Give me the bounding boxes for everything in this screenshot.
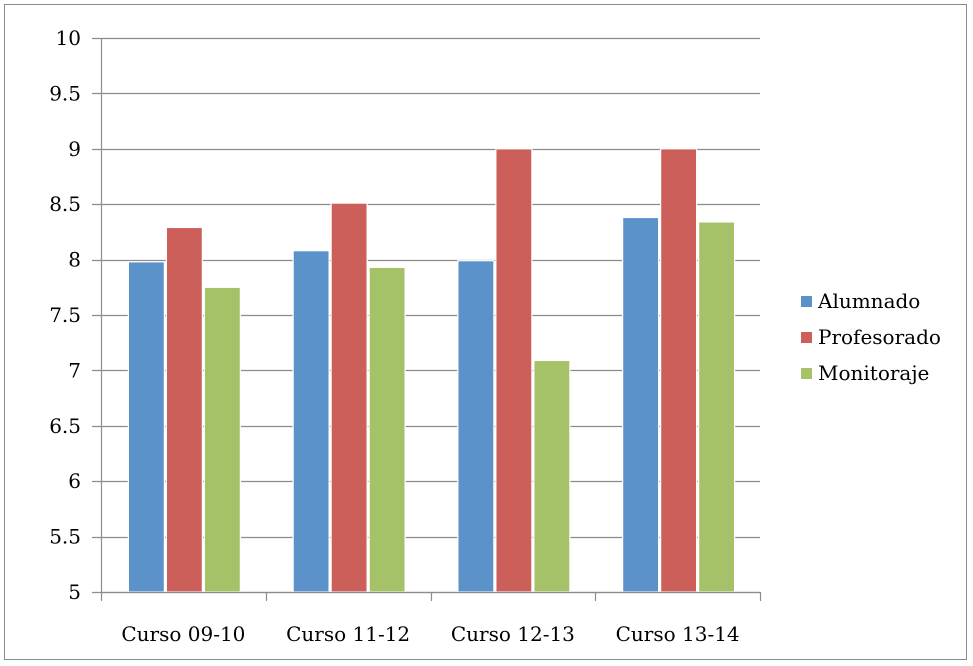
y-tick-labels: 5 5.5 6 6.5 7 7.5 8 8.5 9 9.5 10: [49, 26, 81, 604]
bar-profesorado-curso-12-13: [495, 148, 533, 593]
legend-item-monitoraje: Monitoraje: [801, 355, 941, 391]
y-tick-label: 8: [68, 248, 81, 272]
legend-swatch: [801, 367, 812, 379]
y-tick-label: 10: [56, 26, 81, 50]
bar-monitoraje-curso-13-14: [698, 221, 736, 593]
bars: [127, 148, 736, 593]
y-tick-label: 8.5: [49, 192, 81, 216]
bar-alumnado-curso-12-13: [457, 260, 495, 593]
bar-profesorado-curso-13-14: [660, 148, 698, 593]
legend-item-profesorado: Profesorado: [801, 319, 941, 355]
y-tick-label: 5: [68, 580, 81, 604]
bar-monitoraje-curso-09-10: [203, 286, 241, 593]
x-tick-label: Curso 11-12: [286, 622, 410, 646]
bar-alumnado-curso-13-14: [622, 216, 660, 593]
legend-label: Alumnado: [818, 289, 921, 313]
y-tick-label: 5.5: [49, 525, 81, 549]
y-tick-label: 6.5: [49, 414, 81, 438]
y-tick-label: 6: [68, 469, 81, 493]
x-tick-label: Curso 12-13: [451, 622, 575, 646]
axes: [100, 38, 762, 601]
legend-swatch: [801, 295, 812, 307]
bar-profesorado-curso-09-10: [165, 226, 203, 593]
x-tick-labels: Curso 09-10 Curso 11-12 Curso 12-13 Curso 1…: [121, 622, 739, 646]
x-tick-label: Curso 09-10: [121, 622, 245, 646]
y-tick-label: 7.5: [49, 303, 81, 327]
legend-label: Monitoraje: [818, 361, 930, 385]
y-tick-label: 9: [68, 137, 81, 161]
bar-profesorado-curso-11-12: [330, 202, 368, 593]
y-tick-label: 7: [68, 358, 81, 382]
legend-label: Profesorado: [818, 325, 941, 349]
bar-alumnado-curso-11-12: [292, 250, 330, 593]
bar-monitoraje-curso-12-13: [533, 359, 571, 593]
x-tick-label: Curso 13-14: [616, 622, 740, 646]
legend-item-alumnado: Alumnado: [801, 283, 941, 319]
bar-monitoraje-curso-11-12: [368, 266, 406, 593]
bar-alumnado-curso-09-10: [127, 261, 165, 593]
legend: Alumnado Profesorado Monitoraje: [801, 283, 941, 391]
legend-swatch: [801, 331, 812, 343]
y-tick-label: 9.5: [49, 81, 81, 105]
